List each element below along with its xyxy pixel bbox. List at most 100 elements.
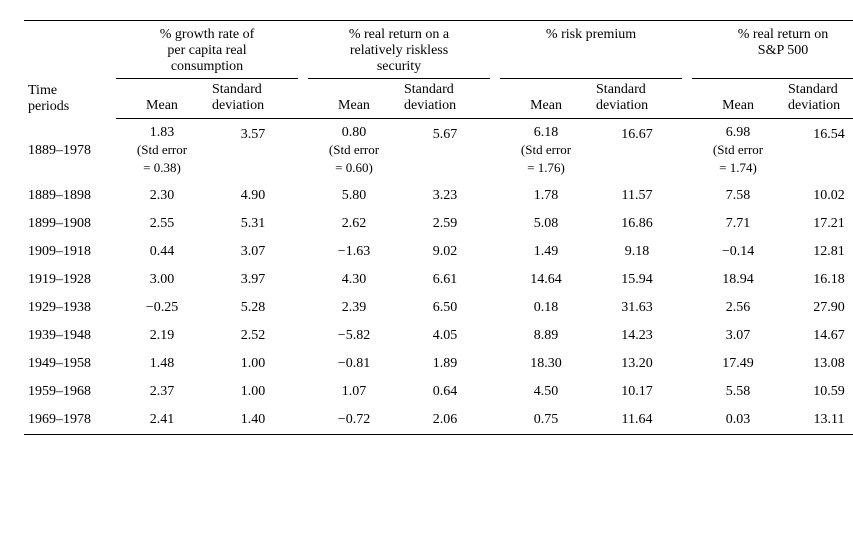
std-cell: 10.17 [592, 376, 682, 404]
std-cell: 10.02 [784, 180, 853, 208]
mean-cell: 0.75 [500, 404, 592, 435]
mean-cell: 18.94 [692, 264, 784, 292]
std-cell: 1.40 [208, 404, 298, 435]
group-header-sp500: % real return onS&P 500 [692, 21, 853, 79]
std-cell: 16.67 [592, 119, 682, 180]
subheader-mean: Mean [692, 79, 784, 119]
stderr-value: = 1.74) [719, 160, 757, 175]
mean-cell: 6.18(Std error= 1.76) [500, 119, 592, 180]
std-cell: 2.52 [208, 320, 298, 348]
subheader-std: Standarddeviation [592, 79, 682, 119]
period-cell: 1969–1978 [24, 404, 116, 435]
mean-cell: −0.81 [308, 348, 400, 376]
stderr-value: = 0.38) [143, 160, 181, 175]
mean-cell: −0.14 [692, 236, 784, 264]
mean-cell: 2.41 [116, 404, 208, 435]
mean-cell: −1.63 [308, 236, 400, 264]
std-cell: 3.23 [400, 180, 490, 208]
std-cell: 17.21 [784, 208, 853, 236]
mean-cell: 7.71 [692, 208, 784, 236]
mean-cell: 7.58 [692, 180, 784, 208]
std-cell: 6.61 [400, 264, 490, 292]
mean-cell: 1.78 [500, 180, 592, 208]
mean-cell: 8.89 [500, 320, 592, 348]
period-cell: 1909–1918 [24, 236, 116, 264]
table-row: 1969–19782.411.40−0.722.060.7511.640.031… [24, 404, 853, 435]
std-cell: 27.90 [784, 292, 853, 320]
period-cell: 1889–1978 [24, 119, 116, 180]
mean-cell: 4.50 [500, 376, 592, 404]
subheader-std: Standarddeviation [784, 79, 853, 119]
std-cell: 13.08 [784, 348, 853, 376]
subheader-mean: Mean [116, 79, 208, 119]
std-cell: 1.89 [400, 348, 490, 376]
std-cell: 11.64 [592, 404, 682, 435]
mean-cell: 2.55 [116, 208, 208, 236]
table-row: 1949–19581.481.00−0.811.8918.3013.2017.4… [24, 348, 853, 376]
mean-cell: 17.49 [692, 348, 784, 376]
mean-cell: 14.64 [500, 264, 592, 292]
header-time-periods: Timeperiods [24, 21, 116, 119]
mean-cell: 0.44 [116, 236, 208, 264]
std-cell: 16.18 [784, 264, 853, 292]
mean-cell: 2.37 [116, 376, 208, 404]
mean-cell: 5.58 [692, 376, 784, 404]
group-header-risk-premium: % risk premium [500, 21, 682, 79]
mean-cell: 5.08 [500, 208, 592, 236]
period-cell: 1899–1908 [24, 208, 116, 236]
std-cell: 9.02 [400, 236, 490, 264]
mean-cell: 1.49 [500, 236, 592, 264]
mean-cell: 3.00 [116, 264, 208, 292]
table-row: 1909–19180.443.07−1.639.021.499.18−0.141… [24, 236, 853, 264]
group-header-consumption: % growth rate ofper capita realconsumpti… [116, 21, 298, 79]
std-cell: 2.06 [400, 404, 490, 435]
std-cell: 13.20 [592, 348, 682, 376]
std-cell: 5.67 [400, 119, 490, 180]
mean-value: 6.18 [534, 125, 559, 140]
mean-cell: 2.19 [116, 320, 208, 348]
mean-cell: −0.72 [308, 404, 400, 435]
table-row: 1919–19283.003.974.306.6114.6415.9418.94… [24, 264, 853, 292]
mean-value: 6.98 [726, 125, 751, 140]
mean-cell: 2.62 [308, 208, 400, 236]
std-cell: 11.57 [592, 180, 682, 208]
mean-cell: 6.98(Std error= 1.74) [692, 119, 784, 180]
mean-cell: −5.82 [308, 320, 400, 348]
std-cell: 9.18 [592, 236, 682, 264]
table-row: 1929–1938−0.255.282.396.500.1831.632.562… [24, 292, 853, 320]
table-row: 1959–19682.371.001.070.644.5010.175.5810… [24, 376, 853, 404]
mean-cell: 2.56 [692, 292, 784, 320]
std-cell: 0.64 [400, 376, 490, 404]
subheader-std: Standarddeviation [208, 79, 298, 119]
mean-cell: 0.03 [692, 404, 784, 435]
period-cell: 1949–1958 [24, 348, 116, 376]
period-cell: 1889–1898 [24, 180, 116, 208]
stderr-line: (Std error [137, 142, 187, 157]
std-cell: 5.28 [208, 292, 298, 320]
std-cell: 2.59 [400, 208, 490, 236]
stderr-value: = 0.60) [335, 160, 373, 175]
table-row: 1889–18982.304.905.803.231.7811.577.5810… [24, 180, 853, 208]
mean-cell: 1.07 [308, 376, 400, 404]
mean-value: 0.80 [342, 125, 367, 140]
table-row: 1899–19082.555.31 2.622.59 5.0816.86 7.7117… [24, 208, 853, 236]
mean-cell: 5.80 [308, 180, 400, 208]
statistics-table: Timeperiods % growth rate ofper capita r… [24, 20, 853, 435]
mean-cell: 0.18 [500, 292, 592, 320]
period-cell: 1959–1968 [24, 376, 116, 404]
mean-cell: 2.30 [116, 180, 208, 208]
std-cell: 16.54 [784, 119, 853, 180]
std-cell: 16.86 [592, 208, 682, 236]
subheader-mean: Mean [500, 79, 592, 119]
std-cell: 1.00 [208, 348, 298, 376]
std-cell: 5.31 [208, 208, 298, 236]
stderr-line: (Std error [329, 142, 379, 157]
group-header-riskless: % real return on arelatively risklesssec… [308, 21, 490, 79]
mean-cell: 1.83(Std error= 0.38) [116, 119, 208, 180]
std-cell: 14.67 [784, 320, 853, 348]
mean-cell: 0.80 (Std error = 0.60) [308, 119, 400, 180]
std-cell: 15.94 [592, 264, 682, 292]
std-cell: 3.07 [208, 236, 298, 264]
subheader-std: Standarddeviation [400, 79, 490, 119]
std-cell: 6.50 [400, 292, 490, 320]
